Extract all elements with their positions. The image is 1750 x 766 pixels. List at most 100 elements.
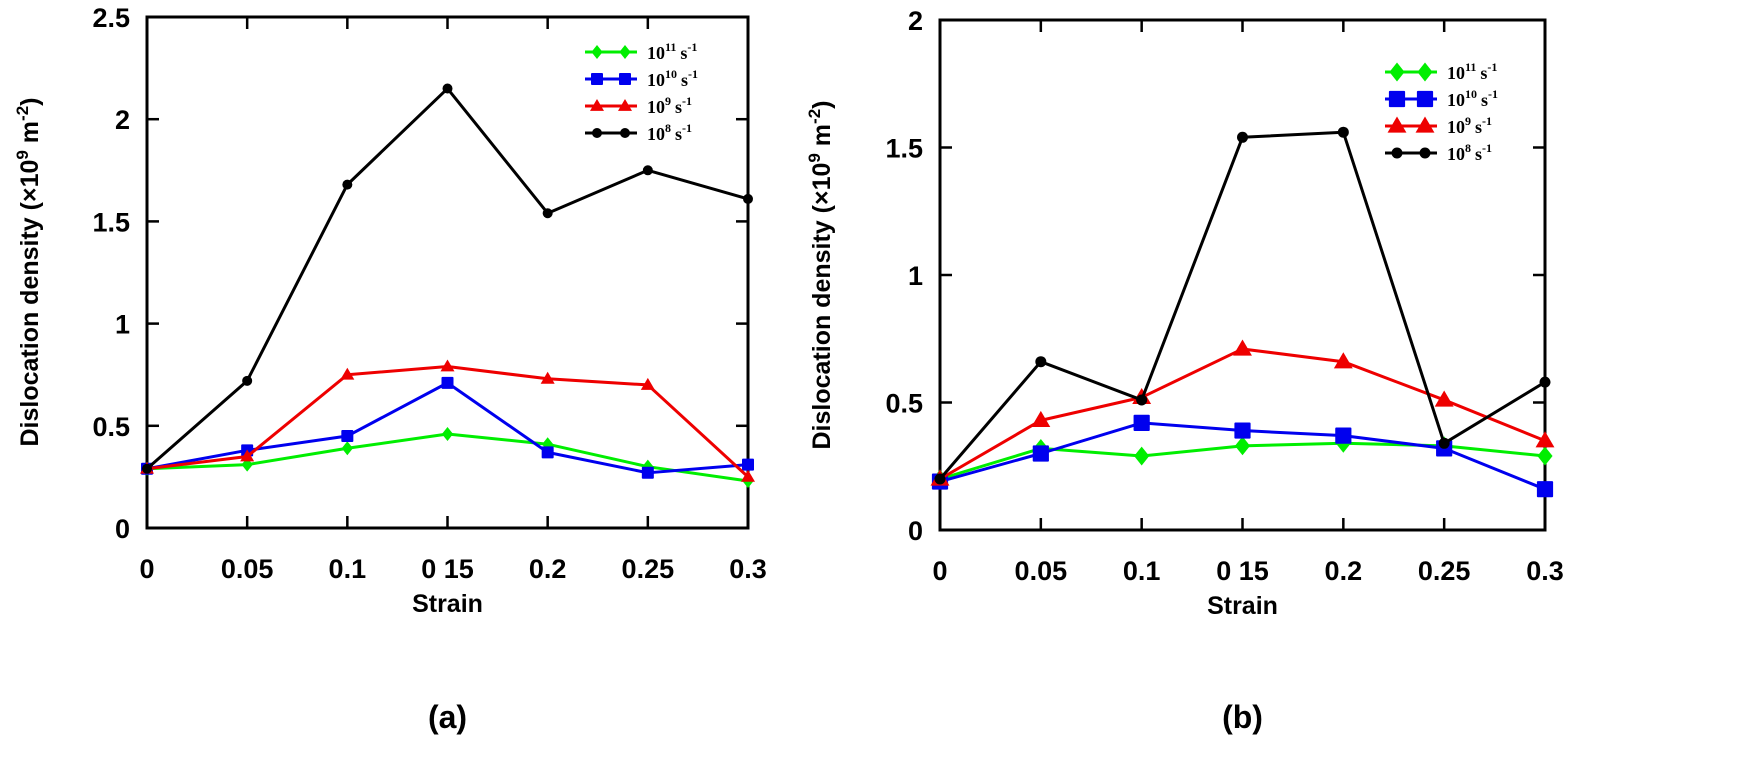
- x-tick-label: 0 15: [421, 554, 474, 584]
- legend-label: 1010 s-1: [1447, 87, 1498, 110]
- y-tick-label: 2: [908, 6, 923, 36]
- x-tick-label: 0.2: [529, 554, 567, 584]
- legend-marker-triangle: [1387, 116, 1407, 133]
- x-tick-label: 0.05: [221, 554, 274, 584]
- y-tick-label: 0: [115, 514, 130, 544]
- data-point-circle: [1539, 376, 1551, 388]
- data-point-triangle: [440, 359, 455, 372]
- legend-unit-exp: -1: [687, 40, 697, 54]
- data-point-circle: [342, 179, 353, 190]
- x-tick-label: 0: [932, 556, 947, 586]
- y-tick-label: 0.5: [885, 389, 923, 419]
- legend-label: 108 s-1: [1447, 141, 1492, 164]
- legend-marker-circle: [1391, 147, 1403, 159]
- data-point-square: [1133, 414, 1150, 431]
- data-point-square: [1234, 422, 1251, 439]
- legend-unit: s: [1475, 117, 1482, 137]
- legend-unit-exp: -1: [1482, 141, 1492, 155]
- legend-unit: s: [1481, 90, 1488, 110]
- legend-exp: 8: [665, 121, 671, 135]
- legend-unit-exp: -1: [1487, 60, 1497, 74]
- legend-unit-exp: -1: [1482, 114, 1492, 128]
- chart-b: 0 0.05 0.1 0 15 0.2 0.25 0.3 0 0.5 1 1.5 2 Strain Dis…: [805, 6, 1564, 735]
- y-axis-title: Dislocation density (×109 m-2): [13, 98, 44, 447]
- data-point-circle: [242, 375, 253, 386]
- y-axis-title-main: Dislocation density (×10: [16, 160, 44, 447]
- data-point-triangle: [340, 367, 355, 380]
- legend-base: 10: [647, 43, 665, 63]
- legend-marker-square: [1388, 90, 1406, 108]
- legend-base: 10: [1447, 63, 1465, 83]
- data-point-triangle: [1434, 390, 1454, 407]
- legend-marker-triangle: [1415, 116, 1435, 133]
- legend-label: 109 s-1: [647, 94, 692, 117]
- y-tick-label: 1.5: [885, 134, 923, 164]
- legend-item: 1010 s-1: [585, 67, 698, 90]
- legend-unit-exp: -1: [682, 121, 692, 135]
- legend-exp: 11: [1465, 60, 1476, 74]
- data-point-diamond: [441, 426, 454, 441]
- legend-exp: 9: [1465, 114, 1471, 128]
- data-point-circle: [442, 83, 453, 94]
- data-point-diamond: [1234, 436, 1251, 456]
- legend-base: 10: [1447, 117, 1465, 137]
- y-axis-title-main: Dislocation density (×10: [808, 163, 836, 450]
- legend-item: 1010 s-1: [1385, 87, 1498, 110]
- data-point-diamond: [1134, 446, 1150, 466]
- data-point-circle: [542, 208, 553, 219]
- legend-marker-square: [591, 73, 603, 85]
- legend-exp: 8: [1465, 141, 1471, 155]
- legend-unit: s: [1475, 144, 1482, 164]
- data-point-square: [541, 446, 554, 459]
- y-tick-label: 1: [115, 310, 130, 340]
- series-line: [939, 347, 1546, 481]
- data-point-triangle: [1031, 410, 1051, 427]
- x-tick-label: 0.05: [1015, 556, 1068, 586]
- legend-label: 108 s-1: [647, 121, 692, 144]
- legend-exp: 9: [665, 94, 671, 108]
- data-point-circle: [1237, 131, 1248, 143]
- data-point-square: [441, 376, 454, 389]
- legend-marker-triangle: [590, 99, 604, 111]
- legend-marker-square: [619, 73, 631, 85]
- legend-unit: s: [675, 97, 682, 117]
- x-tick-label: 0: [139, 554, 154, 584]
- y-axis-title-end: ): [16, 98, 44, 106]
- y-tick-label: 1.5: [92, 207, 130, 237]
- legend-marker-diamond: [1417, 62, 1433, 82]
- legend-marker-square: [1416, 90, 1434, 108]
- data-point-diamond: [341, 441, 353, 456]
- y-axis-title-unit: m: [16, 121, 44, 150]
- data-point-triangle: [540, 371, 555, 384]
- data-point-square: [341, 430, 354, 443]
- legend-label: 1011 s-1: [1447, 60, 1497, 83]
- legend-unit-exp: -1: [1488, 87, 1498, 101]
- legend-item: 109 s-1: [1385, 114, 1492, 137]
- data-point-circle: [1035, 356, 1047, 368]
- legend-base: 10: [1447, 90, 1465, 110]
- legend-marker-diamond: [1389, 62, 1405, 82]
- legend-label: 1011 s-1: [647, 40, 697, 63]
- data-point-square: [1335, 427, 1352, 444]
- data-point-diamond: [1537, 446, 1553, 466]
- x-axis-title: Strain: [1207, 592, 1278, 620]
- legend-item: 108 s-1: [585, 121, 692, 144]
- legend-base: 10: [647, 124, 665, 144]
- data-point-circle: [1438, 437, 1450, 449]
- legend-marker-circle: [1419, 147, 1431, 159]
- data-point-triangle: [240, 449, 255, 462]
- data-point-circle: [1136, 394, 1148, 406]
- x-tick-label: 0.3: [729, 554, 767, 584]
- data-point-circle: [642, 165, 653, 176]
- legend-unit: s: [675, 124, 682, 144]
- legend-base: 10: [647, 97, 665, 117]
- data-point-circle: [142, 463, 152, 474]
- data-point-triangle: [640, 377, 655, 390]
- x-tick-label: 0.25: [1418, 556, 1471, 586]
- y-axis-title-unit: m: [808, 124, 836, 153]
- y-tick-label: 1: [908, 261, 923, 291]
- legend-unit-exp: -1: [688, 67, 698, 81]
- x-axis-title: Strain: [412, 590, 483, 618]
